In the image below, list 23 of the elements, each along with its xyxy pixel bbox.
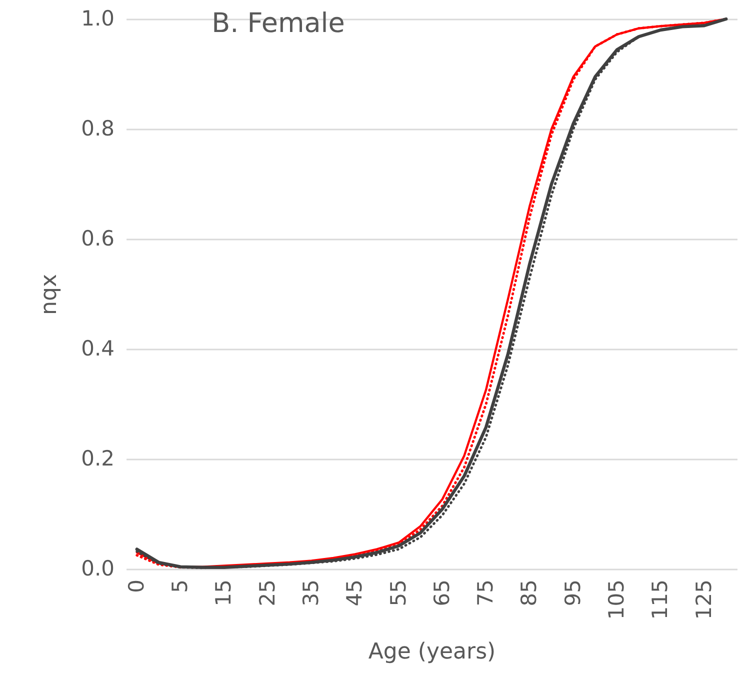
x-tick-label: 5	[168, 580, 192, 593]
y-tick-label: 0.0	[81, 556, 114, 580]
chart-title: B. Female	[212, 8, 345, 39]
x-tick-label: 0	[124, 580, 148, 593]
x-tick-label: 125	[692, 580, 716, 620]
x-tick-label: 75	[474, 580, 498, 606]
y-tick-label: 0.8	[81, 116, 114, 140]
x-tick-label: 95	[560, 580, 585, 606]
x-tick-label: 45	[342, 580, 367, 606]
x-tick-label: 85	[517, 580, 542, 606]
x-tick-label: 55	[386, 580, 410, 606]
x-axis-title: Age (years)	[368, 640, 496, 665]
y-tick-label: 0.4	[81, 336, 114, 360]
y-axis-title: nqx	[37, 274, 62, 315]
y-tick-label: 0.2	[81, 446, 114, 470]
x-tick-label: 25	[255, 580, 280, 606]
y-tick-label: 0.6	[81, 226, 114, 250]
x-tick-label: 15	[212, 580, 236, 606]
x-tick-label: 115	[648, 580, 672, 620]
x-tick-label: 105	[604, 580, 628, 620]
y-tick-label: 1.0	[81, 6, 114, 30]
x-tick-label: 65	[430, 580, 454, 606]
x-tick-label: 35	[298, 580, 323, 606]
